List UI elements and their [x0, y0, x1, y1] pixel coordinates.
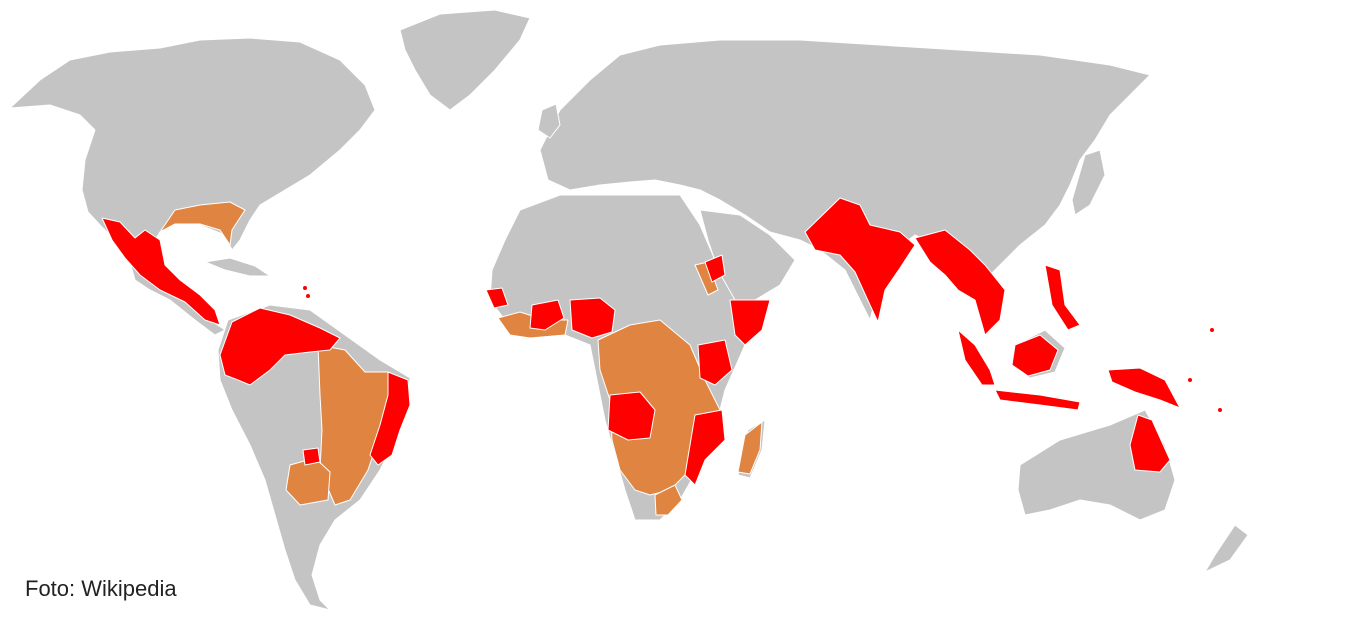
zone-mexico — [101, 217, 221, 326]
zone-borneo — [1011, 334, 1059, 377]
landmass-cuba — [204, 257, 271, 277]
zone-sumatra-java — [994, 389, 1081, 411]
zone-horn-of-africa — [729, 299, 771, 346]
landmass-new-zealand — [1204, 524, 1249, 573]
zone-angola — [607, 391, 656, 441]
landmass-british-isles — [537, 103, 561, 139]
zone-red-sea-coast — [694, 261, 719, 296]
zone-arabia-sw — [704, 254, 726, 283]
zone-new-guinea — [1107, 367, 1181, 409]
island-dot-pacific-3 — [1188, 378, 1192, 382]
island-dots — [303, 286, 1222, 412]
zone-west-africa-coast — [485, 287, 509, 309]
island-dot-caribbean-2 — [306, 294, 310, 298]
zone-northern-australia — [1129, 414, 1171, 473]
zone-southeast-usa — [159, 201, 246, 246]
island-dot-caribbean-1 — [303, 286, 307, 290]
zone-southeast-asia — [914, 229, 1006, 336]
zone-madagascar — [737, 421, 763, 475]
zone-india — [804, 197, 916, 323]
zone-mozambique — [684, 409, 726, 486]
image-credit: Foto: Wikipedia — [25, 576, 177, 601]
landmass-japan — [1071, 149, 1106, 216]
landmass-greenland — [399, 9, 531, 111]
landmass-north-america — [9, 37, 376, 263]
zone-central-brazil — [317, 344, 391, 506]
zone-kenya — [697, 339, 733, 386]
primary-zones — [101, 197, 1181, 486]
zone-malay-peninsula — [957, 329, 996, 386]
zone-south-africa — [654, 484, 683, 516]
landmass-arabia — [699, 209, 796, 301]
zone-nigeria — [569, 297, 616, 339]
zone-northern-south-america — [219, 307, 341, 386]
zone-ghana — [529, 299, 565, 331]
zone-philippines — [1044, 264, 1081, 331]
island-dot-pacific-1 — [1210, 328, 1214, 332]
island-dot-pacific-2 — [1218, 408, 1222, 412]
zone-eastern-brazil — [369, 371, 411, 466]
zone-paraguay-pocket — [302, 447, 321, 466]
